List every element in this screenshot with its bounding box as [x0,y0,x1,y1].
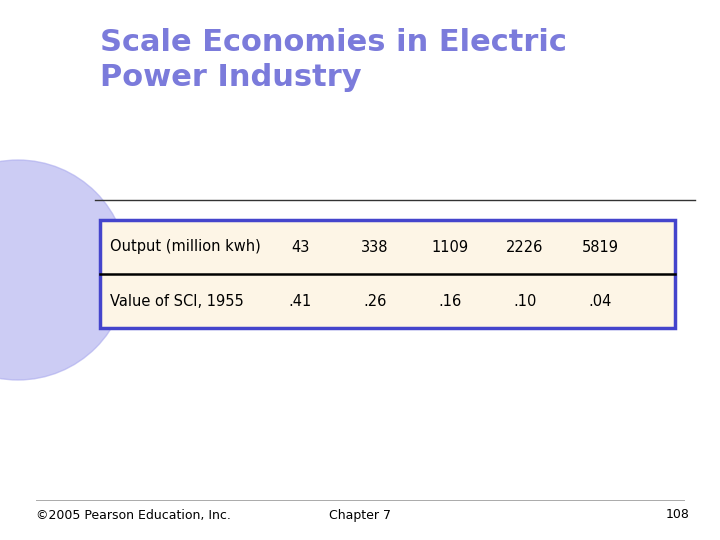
Text: .41: .41 [289,294,312,308]
Text: 2226: 2226 [506,240,544,254]
Text: Value of SCI, 1955: Value of SCI, 1955 [110,294,244,308]
Text: 338: 338 [361,240,389,254]
Text: 1109: 1109 [431,240,469,254]
Text: .26: .26 [364,294,387,308]
FancyBboxPatch shape [100,220,675,328]
Text: Chapter 7: Chapter 7 [329,509,391,522]
Text: Scale Economies in Electric
Power Industry: Scale Economies in Electric Power Indust… [100,28,567,92]
Circle shape [0,160,128,380]
Text: .16: .16 [438,294,462,308]
Text: .10: .10 [513,294,536,308]
Text: 108: 108 [666,509,690,522]
Text: ©2005 Pearson Education, Inc.: ©2005 Pearson Education, Inc. [36,509,231,522]
Text: 43: 43 [291,240,309,254]
Text: .04: .04 [588,294,612,308]
Text: Output (million kwh): Output (million kwh) [110,240,261,254]
Text: 5819: 5819 [582,240,618,254]
